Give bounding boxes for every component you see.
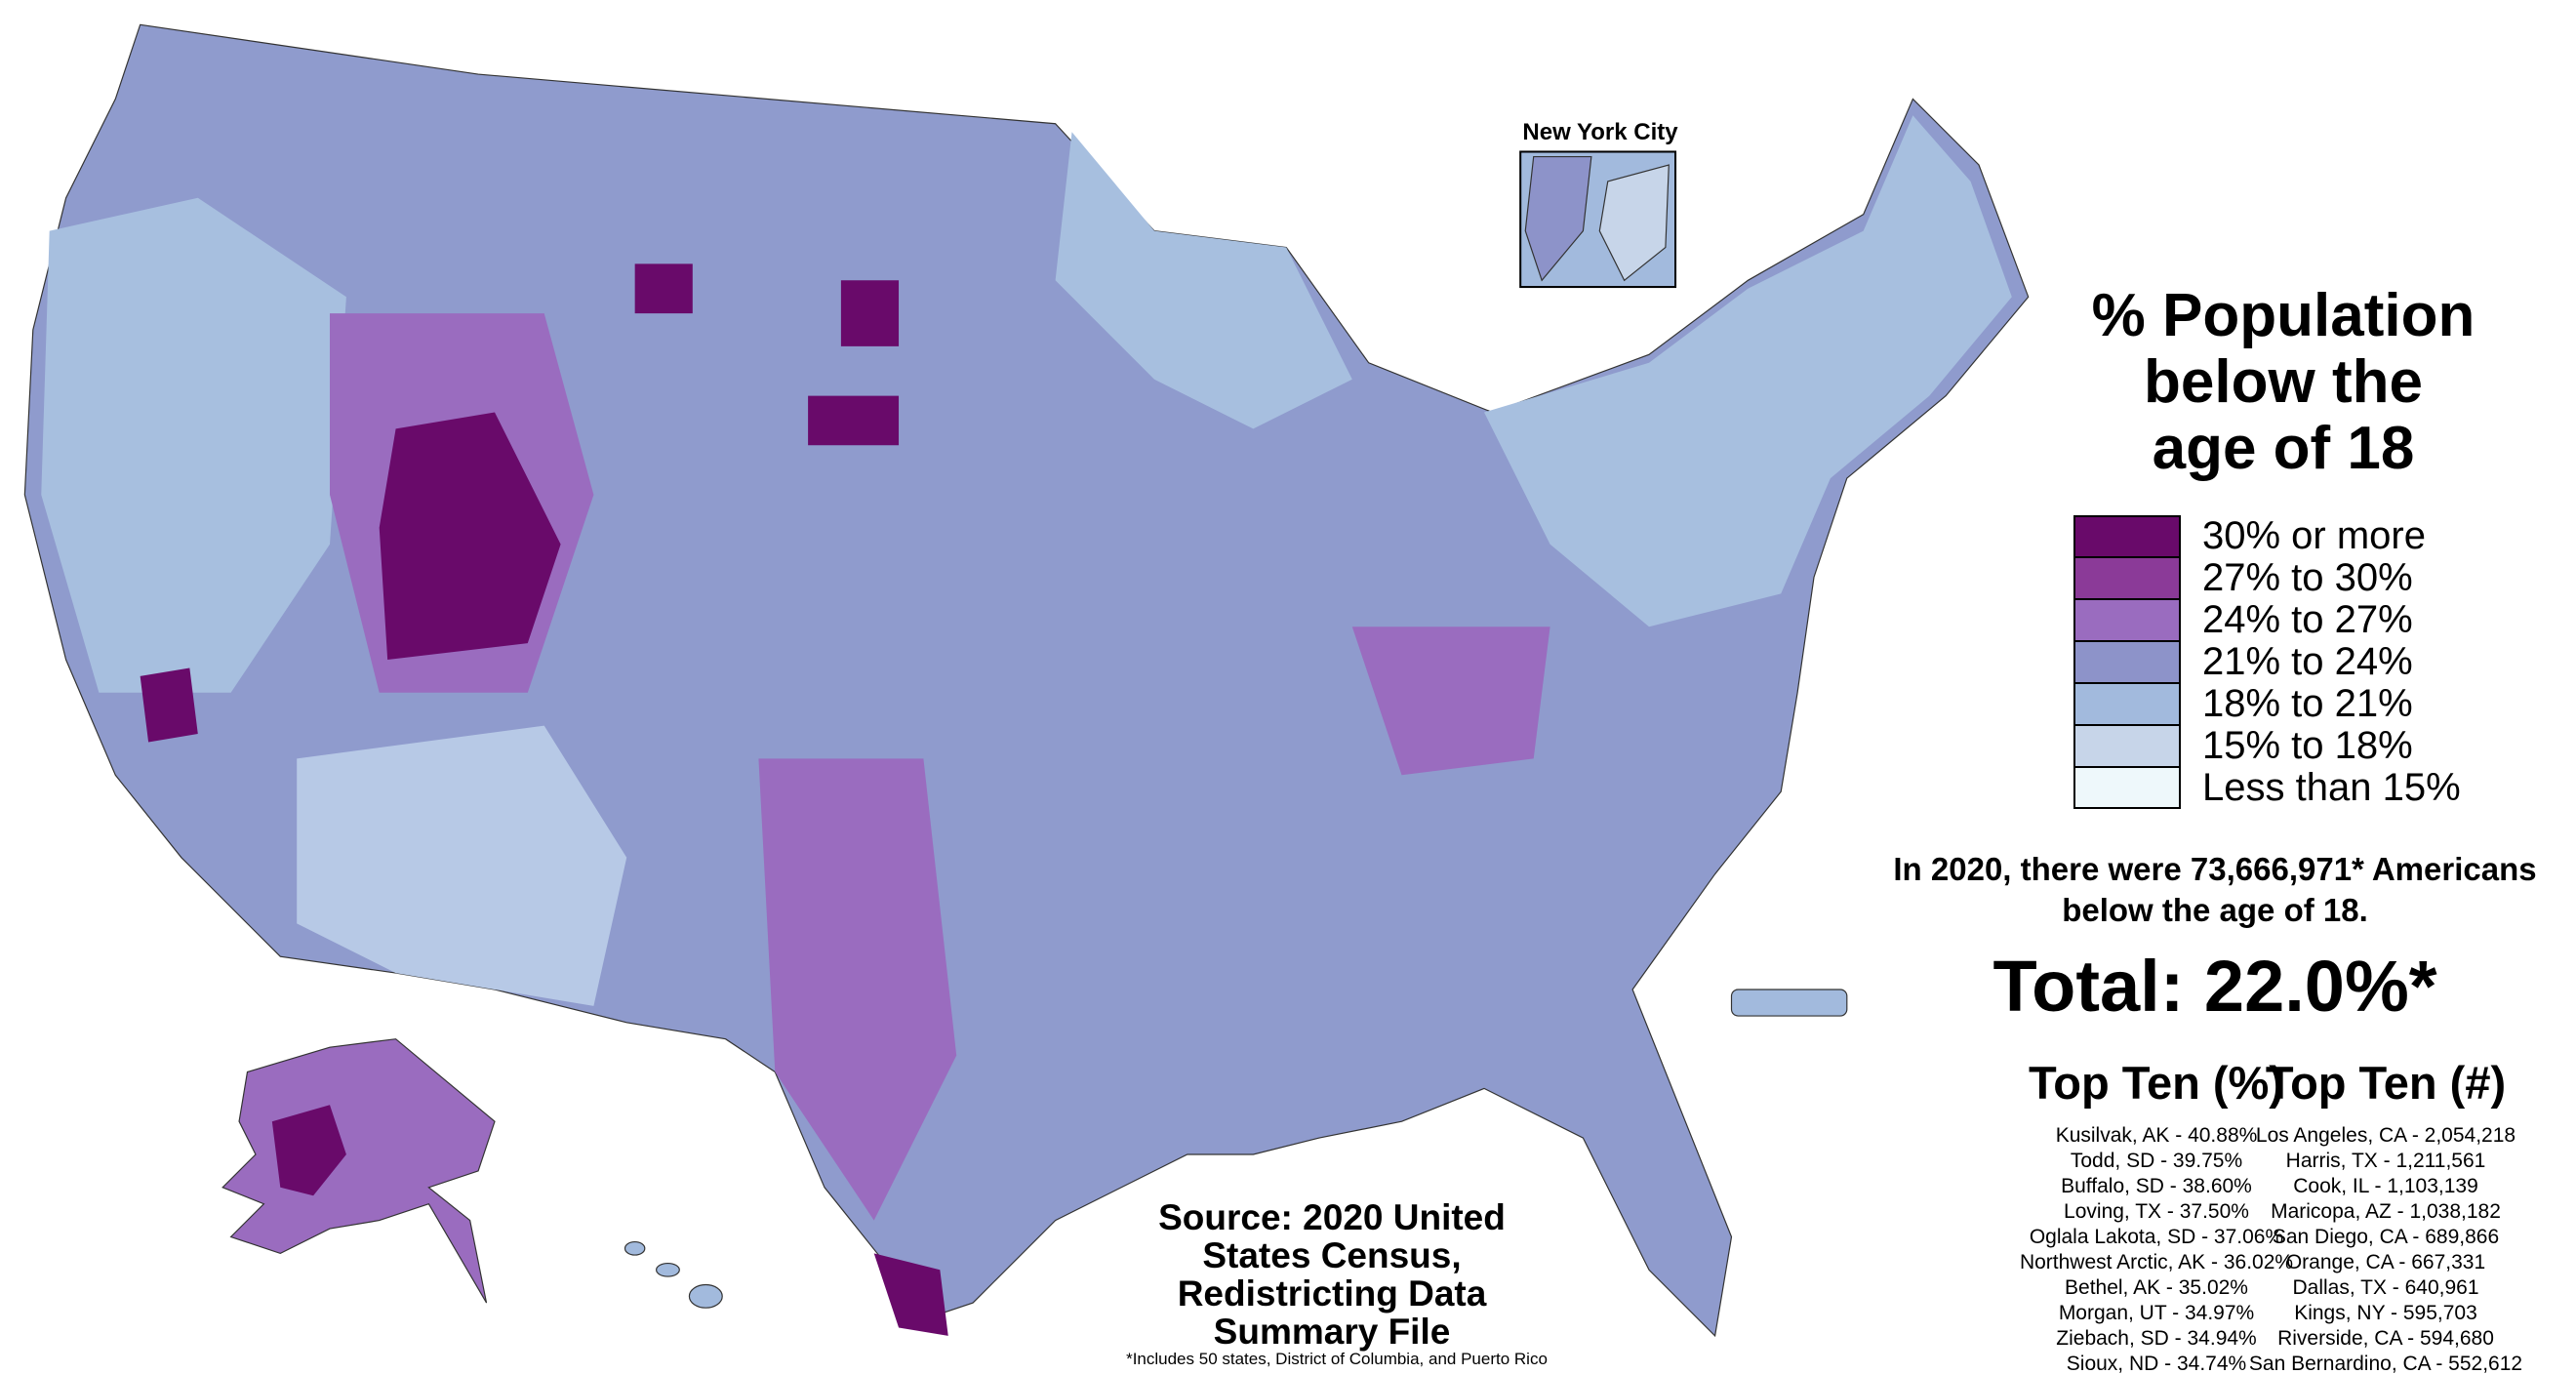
legend-label: 18% to 21% <box>2202 682 2413 725</box>
top-ten-entry: Bethel, AK - 35.02% <box>2065 1276 2248 1299</box>
top-ten-entry: Harris, TX - 1,211,561 <box>2285 1150 2486 1172</box>
top-ten-entry: Morgan, UT - 34.97% <box>2058 1302 2255 1324</box>
top-ten-entry: Oglala Lakota, SD - 37.06% <box>2029 1226 2284 1248</box>
region-light <box>297 725 627 1006</box>
legend-label: 15% to 18% <box>2202 724 2413 767</box>
alaska <box>221 1038 496 1304</box>
top-ten-entry: Sioux, ND - 34.74% <box>2066 1353 2247 1374</box>
region-light <box>41 197 346 693</box>
top-ten-entry: Riverside, CA - 594,680 <box>2277 1327 2494 1350</box>
legend-item: 27% to 30% <box>2073 556 2461 599</box>
top-ten-entry: Kusilvak, AK - 40.88% <box>2055 1124 2258 1147</box>
legend-title: % Population below the age of 18 <box>2091 282 2475 482</box>
legend-swatch <box>2073 683 2181 725</box>
alaska-dark <box>271 1105 346 1196</box>
top-ten-count: Top Ten (#) Los Angeles, CA - 2,054,218 H… <box>2191 1056 2576 1374</box>
legend-label: 27% to 30% <box>2202 556 2413 599</box>
legend-item: Less than 15% <box>2073 766 2461 809</box>
top-ten-entry: San Diego, CA - 689,866 <box>2272 1226 2500 1248</box>
top-ten-entry: San Bernardino, CA - 552,612 <box>2248 1353 2523 1374</box>
region-dark <box>140 667 198 743</box>
puerto-rico <box>1730 989 1848 1017</box>
legend-swatch <box>2073 599 2181 641</box>
hawaii <box>624 1240 646 1256</box>
legend-label: 30% or more <box>2202 514 2426 557</box>
inset-label: New York City <box>1522 119 1678 145</box>
summary: In 2020, there were 73,666,971* American… <box>1893 851 2537 928</box>
region-purple <box>758 758 957 1221</box>
legend-label: 24% to 27% <box>2202 598 2413 641</box>
legend-item: 18% to 21% <box>2073 682 2461 725</box>
region-light <box>1484 115 2012 627</box>
region-dark <box>634 263 693 314</box>
legend-swatch <box>2073 515 2181 557</box>
region-dark <box>379 412 561 660</box>
nyc-inset-region <box>1524 155 1592 282</box>
legend-swatch <box>2073 767 2181 809</box>
top-ten-heading: Top Ten (#) <box>2265 1057 2507 1109</box>
source: Source: 2020 United States Census, Redis… <box>1158 1197 1506 1352</box>
legend-item: 24% to 27% <box>2073 598 2461 641</box>
top-ten-entry: Kings, NY - 595,703 <box>2294 1302 2477 1324</box>
top-ten-entry: Loving, TX - 37.50% <box>2064 1200 2249 1223</box>
legend-item: 30% or more <box>2073 514 2461 557</box>
footnote: *Includes 50 states, District of Columbi… <box>1126 1350 1548 1368</box>
top-ten-entry: Ziebach, SD - 34.94% <box>2056 1327 2257 1350</box>
region-light <box>1055 132 1352 429</box>
legend-item: 21% to 24% <box>2073 640 2461 683</box>
legend-item: 15% to 18% <box>2073 724 2461 767</box>
legend-label: 21% to 24% <box>2202 640 2413 683</box>
top-ten-entry: Dallas, TX - 640,961 <box>2292 1276 2479 1299</box>
top-ten-percent: Top Ten (%) Kusilvak, AK - 40.88% Todd, S… <box>1961 1056 2352 1374</box>
region-dark <box>840 280 900 346</box>
hawaii <box>688 1283 723 1309</box>
top-ten-entry: Northwest Arctic, AK - 36.02% <box>2019 1251 2294 1273</box>
top-ten-entry: Cook, IL - 1,103,139 <box>2293 1175 2478 1197</box>
top-ten-entry: Los Angeles, CA - 2,054,218 <box>2255 1124 2516 1147</box>
top-ten-entry: Maricopa, AZ - 1,038,182 <box>2271 1200 2501 1223</box>
top-ten-entry: Orange, CA - 667,331 <box>2285 1251 2486 1273</box>
region-purple <box>1351 626 1550 776</box>
legend: 30% or more 27% to 30% 24% to 27% 21% to 24… <box>2073 514 2461 809</box>
map-shapes <box>23 23 2030 1338</box>
total: Total: 22.0%* <box>1992 946 2437 1027</box>
hawaii <box>656 1262 680 1277</box>
region-dark <box>873 1253 948 1336</box>
legend-swatch <box>2073 725 2181 767</box>
legend-swatch <box>2073 641 2181 683</box>
nyc-inset-region <box>1598 164 1670 282</box>
legend-label: Less than 15% <box>2202 766 2461 809</box>
top-ten-heading: Top Ten (%) <box>2029 1057 2284 1109</box>
region-dark <box>808 395 900 446</box>
top-ten-entry: Todd, SD - 39.75% <box>2070 1150 2243 1172</box>
legend-swatch <box>2073 557 2181 599</box>
top-ten-entry: Buffalo, SD - 38.60% <box>2061 1175 2252 1197</box>
